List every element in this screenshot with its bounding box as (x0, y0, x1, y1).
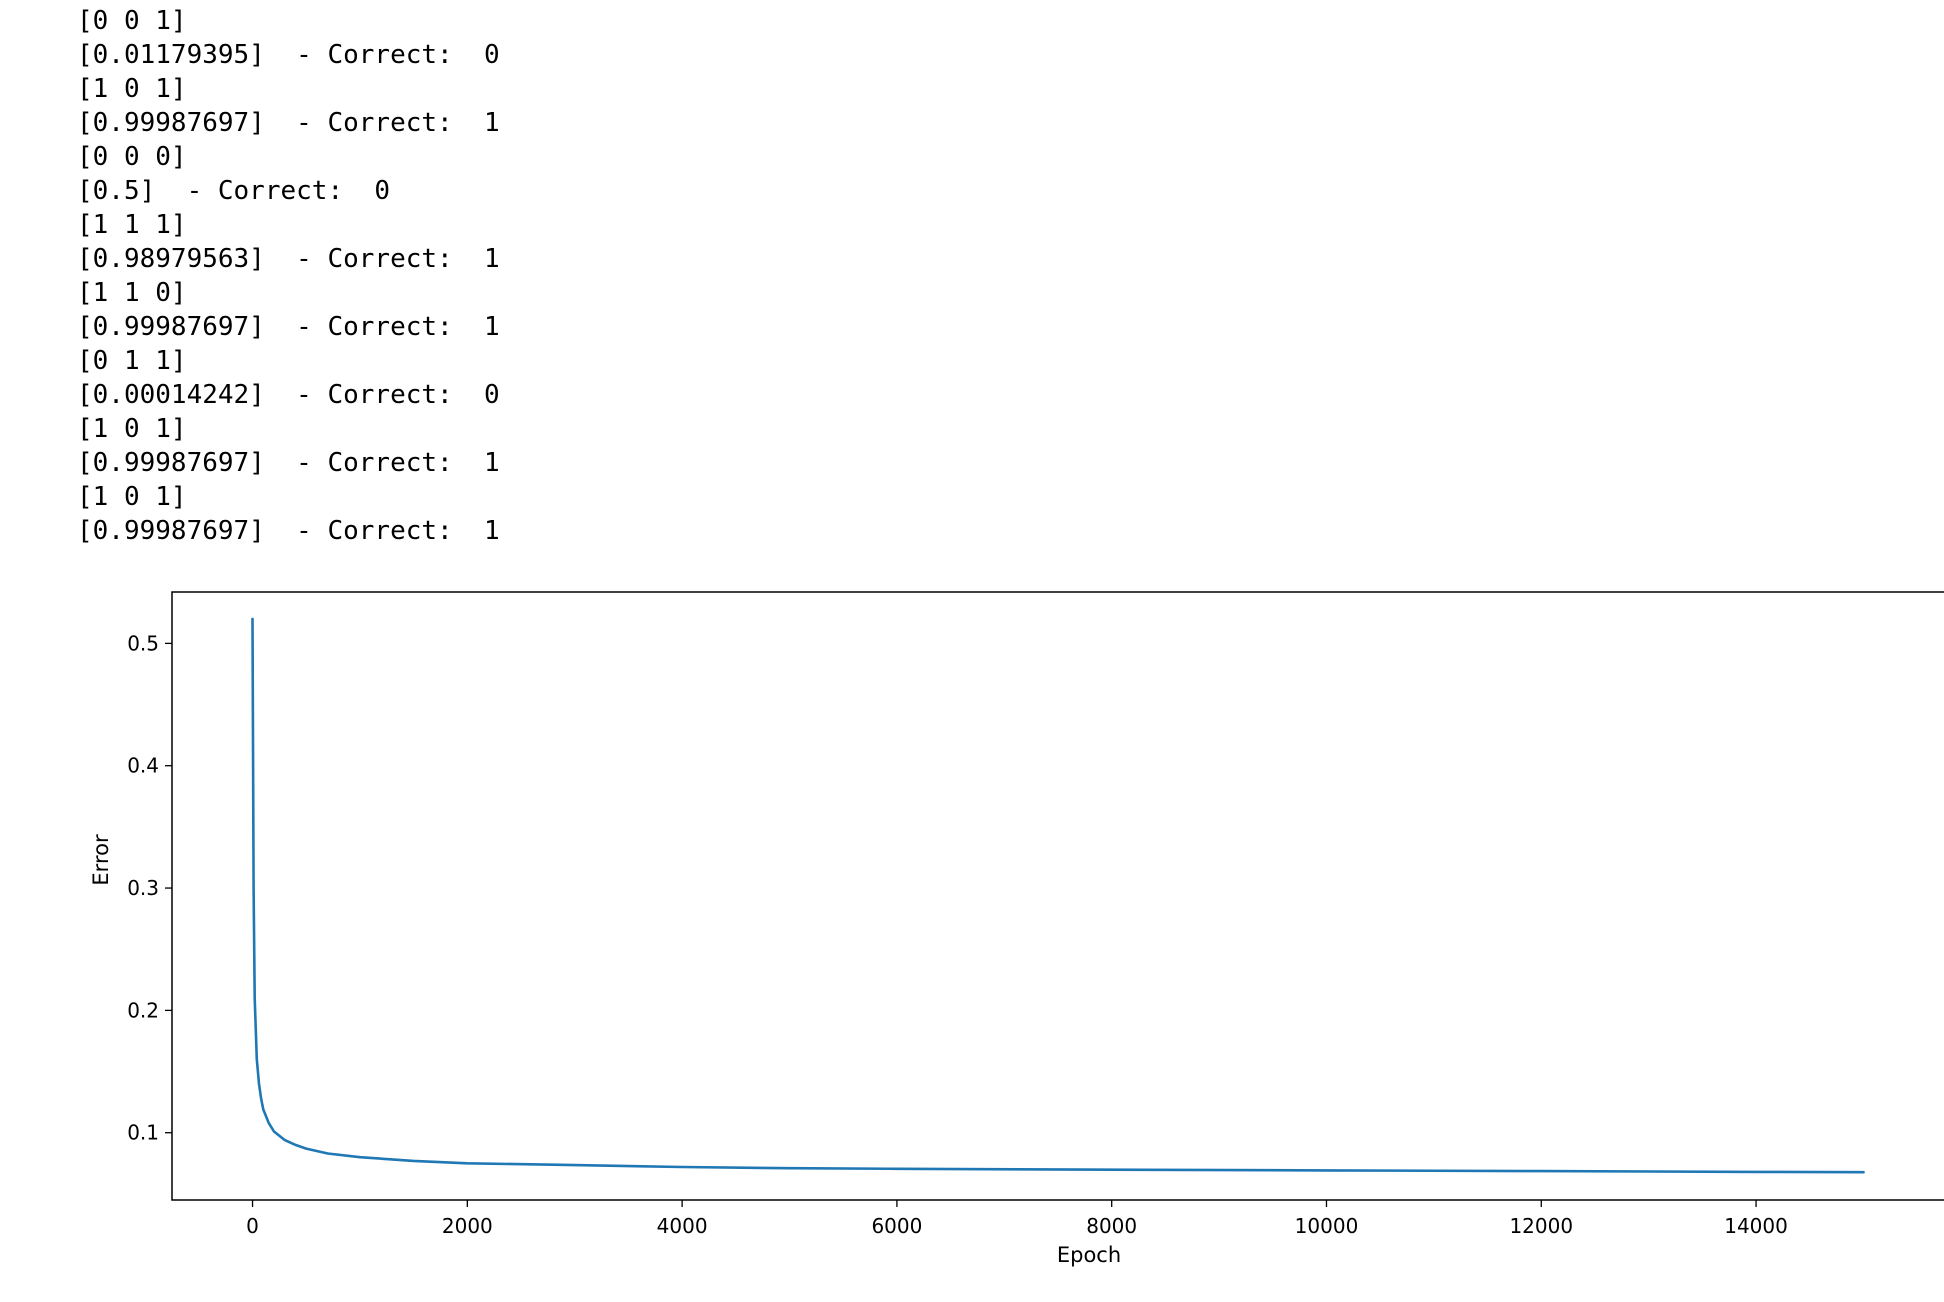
x-tick-label: 14000 (1724, 1214, 1788, 1238)
error-chart: 0 2000 4000 6000 8000 10000 12000 14000 0.10.20… (89, 591, 1944, 1267)
x-tick-label: 4000 (657, 1214, 708, 1238)
console-line: [0.99987697] - Correct: 1 (77, 312, 500, 342)
console-line: [1 0 1] (77, 414, 187, 444)
y-tick-label: 0.5 (127, 631, 159, 655)
x-axis-label: Epoch (1057, 1243, 1121, 1267)
console-line: [1 0 1] (77, 482, 187, 512)
console-line: [0.5] - Correct: 0 (77, 176, 391, 206)
x-tick-label: 10000 (1295, 1214, 1359, 1238)
x-tick-label: 0 (246, 1214, 259, 1238)
x-axis-ticks: 0 2000 4000 6000 8000 10000 12000 14000 (246, 1200, 1788, 1238)
x-tick-label: 8000 (1086, 1214, 1137, 1238)
console-line: [0.99987697] - Correct: 1 (77, 448, 500, 478)
console-line: [0.00014242] - Correct: 0 (77, 380, 500, 410)
series-layer (251, 617, 1865, 1174)
console-output: [0 0 1] [0.01179395] - Correct: 0 [1 0 1] [… (77, 4, 500, 548)
y-tick-label: 0.4 (127, 754, 159, 778)
console-line: [0.98979563] - Correct: 1 (77, 244, 500, 274)
y-axis-ticks: 0.1 0.2 0.3 0.4 0.5 (127, 631, 172, 1145)
console-line: [0.99987697] - Correct: 1 (77, 108, 500, 138)
console-line: [1 0 1] (77, 74, 187, 104)
plot-area (171, 591, 1944, 1201)
x-tick-label: 12000 (1509, 1214, 1573, 1238)
console-line: [0 0 0] (77, 142, 187, 172)
x-tick-label: 6000 (871, 1214, 922, 1238)
axes-frame (171, 591, 1944, 1201)
x-tick-label: 2000 (442, 1214, 493, 1238)
y-tick-label: 0.2 (127, 998, 159, 1022)
console-line: [0 1 1] (77, 346, 187, 376)
console-line: [1 1 0] (77, 278, 187, 308)
console-line: [1 1 1] (77, 210, 187, 240)
y-axis-label: Error (89, 834, 113, 886)
console-line: [0.99987697] - Correct: 1 (77, 516, 500, 546)
y-tick-label: 0.3 (127, 876, 159, 900)
y-tick-label: 0.1 (127, 1121, 159, 1145)
series-line (251, 617, 1865, 1174)
console-line: [0 0 1] (77, 6, 187, 36)
console-line: [0.01179395] - Correct: 0 (77, 40, 500, 70)
